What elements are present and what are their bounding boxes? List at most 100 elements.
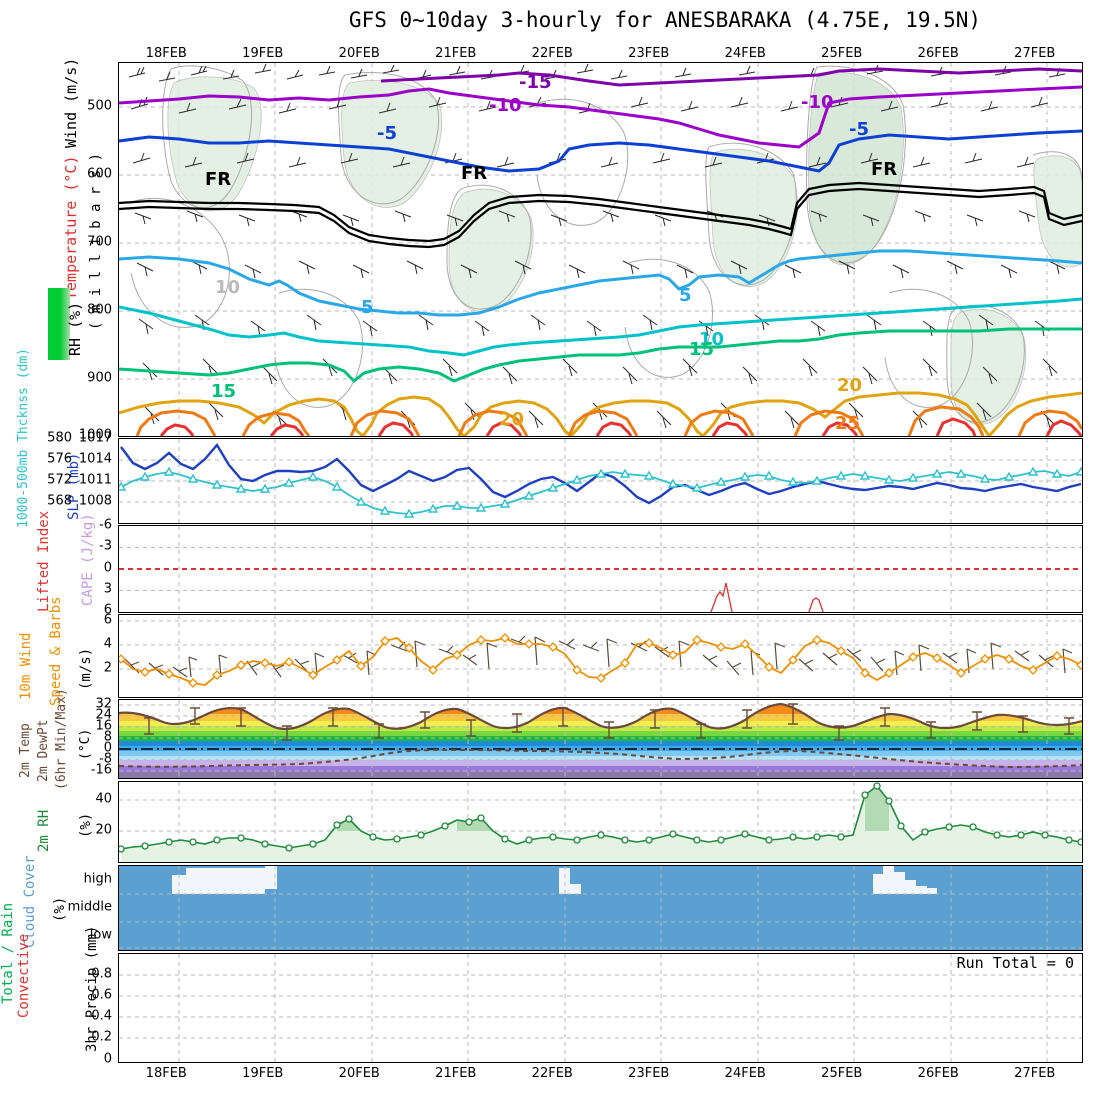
ytick-1000: 1000 [78,427,112,443]
ytick-cloud-low: low [89,927,112,943]
yaxis-slp: 1017 1014 1011 1008 [40,431,112,524]
minmax-errorbars [144,703,1074,741]
isotherm-5 [119,249,1082,317]
yaxis-2m-temp: 32 24 16 8 0 -8 -16 [0,697,112,779]
yaxis-lifted-index: -6 -3 0 3 6 [0,518,112,618]
cloud-background [119,866,1082,950]
date-label-21feb: 21FEB [435,1066,477,1081]
ytick-p-02: 0.2 [91,1029,112,1045]
label-isotherm-15-right: 15 [689,339,714,360]
isotherm-20 [119,391,1082,436]
gridlines [119,954,1082,1062]
ytick-p-0: 0 [103,1051,112,1067]
label-fr-3: FR [871,159,897,180]
yaxis-pressure: 500 600 700 800 900 1000 [0,62,112,443]
yaxis-wind-speed: 6 4 2 [0,613,112,698]
date-label-22feb: 22FEB [531,46,573,61]
ytick-li-m6: -6 [99,517,112,533]
label-isotherm-m5-left: -5 [377,123,397,144]
date-label-23feb: 23FEB [628,46,670,61]
label-fr-1: FR [205,169,231,190]
ytick-t-24: 24 [95,707,112,723]
date-label-25feb: 25FEB [821,46,863,61]
wind-speed-markers [119,633,1082,688]
ytick-slp-1011: 1011 [78,472,112,488]
label-isotherm-5-left: 5 [361,297,374,318]
label-isotherm-m10-left: -10 [489,95,522,116]
ytick-ws-4: 4 [103,636,112,652]
rh-markers [119,782,1082,853]
date-label-19feb: 19FEB [242,1066,284,1081]
isotherm-freezing-0 [119,181,1082,249]
label-fr-2: FR [461,163,487,184]
wind-barbs [128,63,1066,429]
ytick-700: 700 [87,234,112,250]
date-label-22feb: 22FEB [531,1066,573,1081]
yaxis-precip: 0.8 0.6 0.4 0.2 0 [0,953,112,1067]
ytick-thick-576: 576 [47,451,72,467]
label-rh-badge [48,288,70,360]
date-label-23feb: 23FEB [628,1066,670,1081]
rh-peak-shading [337,786,889,831]
precip-svg: Run Total = 0 [119,954,1082,1062]
date-label-27feb: 27FEB [1014,46,1056,61]
ytick-t-m16: -16 [90,762,112,778]
label-isotherm-m15: -15 [519,72,552,93]
ytick-900: 900 [87,370,112,386]
rh-shading [167,71,1082,425]
yaxis-2m-rh: 40 20 [0,781,112,863]
gridlines [119,700,1082,778]
ytick-rh-40: 40 [95,791,112,807]
date-label-18feb: 18FEB [145,46,187,61]
ytick-600: 600 [87,166,112,182]
ytick-ws-2: 2 [103,660,112,676]
isotherm-30 [159,417,1082,436]
temperature-color-bands [119,704,1082,778]
dewpoint-line [119,748,1082,769]
ytick-800: 800 [87,302,112,318]
thickness-slp-svg [119,439,1082,523]
ytick-p-04: 0.4 [91,1008,112,1024]
rh-svg [119,782,1082,862]
date-label-21feb: 21FEB [435,46,477,61]
yaxis-cloud-cover: high middle low [0,865,112,951]
date-axis-bottom: 18FEB 19FEB 20FEB 21FEB 22FEB 23FEB 24FEB 25FEB… [0,1066,1100,1084]
lifted-index-trace [710,582,824,612]
temp-svg [119,700,1082,778]
ytick-cloud-high: high [83,871,112,887]
date-label-18feb: 18FEB [145,1066,187,1081]
ytick-p-08: 0.8 [91,966,112,982]
upper-air-svg: -15 -10 -10 -5 -5 FR FR FR 5 5 10 10 15 … [119,63,1082,436]
thickness-markers [119,466,1082,518]
ytick-li-3: 3 [103,581,112,597]
date-label-26feb: 26FEB [917,1066,959,1081]
panel-cloud-cover [118,865,1083,951]
run-total-label: Run Total = 0 [957,954,1074,972]
horizontal-gridlines [119,547,1082,591]
wind-barbs-10m [124,635,1073,678]
ytick-thick-580: 580 [47,430,72,446]
date-label-27feb: 27FEB [1014,1066,1056,1081]
date-label-24feb: 24FEB [724,46,766,61]
panel-wind-speed [118,614,1083,698]
ytick-t-0: 0 [103,740,112,756]
panel-2m-rh [118,781,1083,863]
label-isotherm-m5-right: -5 [849,119,869,140]
ytick-thick-572: 572 [47,472,72,488]
wind-speed-svg [119,615,1082,697]
date-label-25feb: 25FEB [821,1066,863,1081]
panel-upper-air: -15 -10 -10 -5 -5 FR FR FR 5 5 10 10 15 … [118,62,1083,437]
label-isotherm-m10-right: -10 [801,92,834,113]
label-isotherm-10-grey: 10 [215,277,240,298]
date-label-24feb: 24FEB [724,1066,766,1081]
li-cape-svg [119,526,1082,612]
yaxis-thickness: 580 576 572 568 [0,431,72,524]
label-isotherm-20-left: 20 [499,409,524,430]
isotherm-25 [135,405,1082,436]
ytick-li-0: 0 [103,560,112,576]
ytick-cloud-middle: middle [67,899,112,915]
label-isotherm-5-right: 5 [679,285,692,306]
temp-line [119,702,1082,731]
gridlines [119,866,1082,950]
ytick-t-8: 8 [103,729,112,745]
